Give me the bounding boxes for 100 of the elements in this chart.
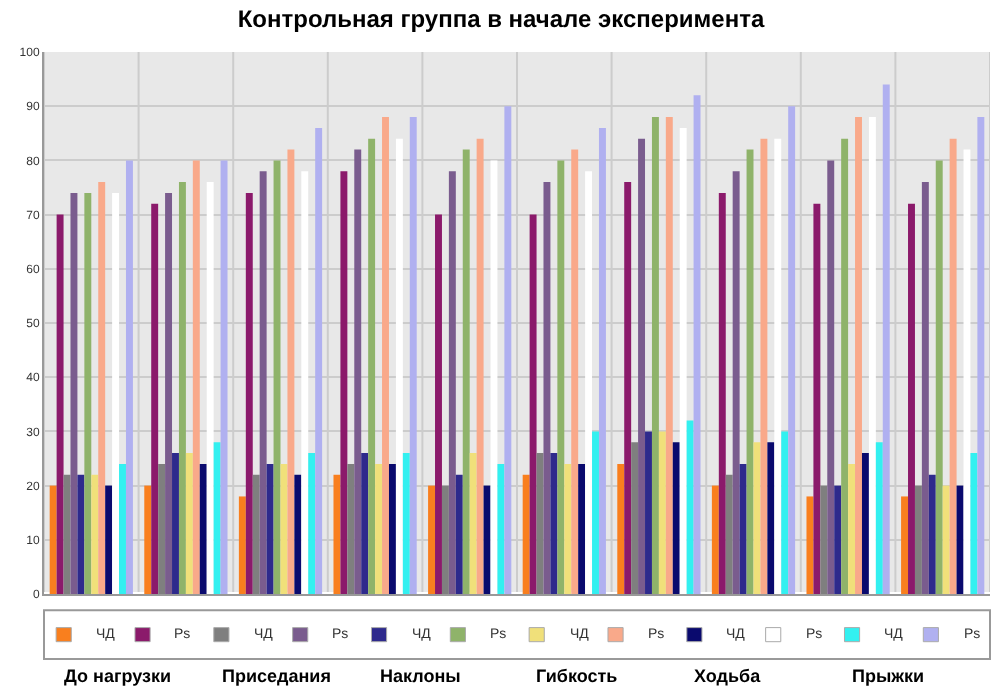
bar [368,138,376,594]
bar [977,117,985,594]
bar [213,442,221,594]
bar [84,192,92,594]
bar [158,463,166,594]
bar [598,127,606,594]
bar [711,485,719,594]
bar [238,496,246,594]
bar [585,171,593,594]
text: Прыжки [852,666,925,686]
bar [921,182,929,594]
bar [165,192,173,594]
bar [144,485,152,594]
bar [557,160,565,594]
bar [672,442,680,594]
bar [347,463,355,594]
bar [522,474,530,594]
bar [125,160,133,594]
bar [665,117,673,594]
bar [813,203,821,594]
bar [375,463,383,594]
text: Наклоны [380,666,462,686]
bar [767,442,775,594]
bar [868,117,876,594]
bar [119,463,126,594]
bar [395,138,403,594]
bar [70,192,78,594]
bar [77,474,85,594]
bar [806,496,814,594]
bar [638,138,646,594]
bar [259,171,267,594]
bar [151,203,159,594]
bar [91,474,99,594]
bar [497,463,505,594]
bar [571,149,579,594]
text: Приседания [222,666,331,686]
bar [441,485,449,594]
bar [739,463,747,594]
bar [970,453,978,594]
bar [679,127,687,594]
bar [956,485,964,594]
bar [820,485,828,594]
bar [928,474,936,594]
bar [252,474,260,594]
bar [543,182,551,594]
bar [340,171,348,594]
bar [98,182,106,594]
bar [942,485,950,594]
bar [788,106,796,594]
bar [504,106,512,594]
bar [746,149,754,594]
bar [354,149,362,594]
bar [476,138,484,594]
bar [529,214,537,594]
bar [592,431,599,594]
bar [718,192,726,594]
bar [206,182,214,594]
bar [645,431,652,594]
bar [617,463,625,594]
bar [827,160,835,594]
bar [294,474,302,594]
bar [841,138,849,594]
bar [315,127,323,594]
bar [178,182,186,594]
bar [483,485,491,594]
bar [455,474,463,594]
bar [469,453,477,594]
bar [172,453,179,594]
bar [49,485,57,594]
bar [686,420,694,594]
bar [875,442,883,594]
bar [834,485,842,594]
chart-title: Контрольная группа в начале эксперимента [237,5,765,34]
bar [308,453,316,594]
bar [725,474,733,594]
text: Ходьба [694,666,763,686]
bar [199,463,207,594]
bar [651,117,659,594]
bar [333,474,341,594]
bar [245,192,253,594]
bar [192,160,200,594]
bar [631,442,639,594]
bar [781,431,789,594]
bar [693,95,701,594]
bar [56,214,64,594]
bar [382,117,389,594]
bar [908,203,915,594]
bar [564,463,572,594]
bar [287,149,295,594]
bar [185,453,193,594]
bar [848,463,856,594]
bar [301,171,309,594]
bar [861,453,869,594]
bar [658,431,666,594]
bar [774,138,782,594]
bar [550,453,558,594]
bar [388,463,396,594]
bar [914,485,922,594]
text: Гибкость [536,666,619,686]
bar [624,182,632,594]
